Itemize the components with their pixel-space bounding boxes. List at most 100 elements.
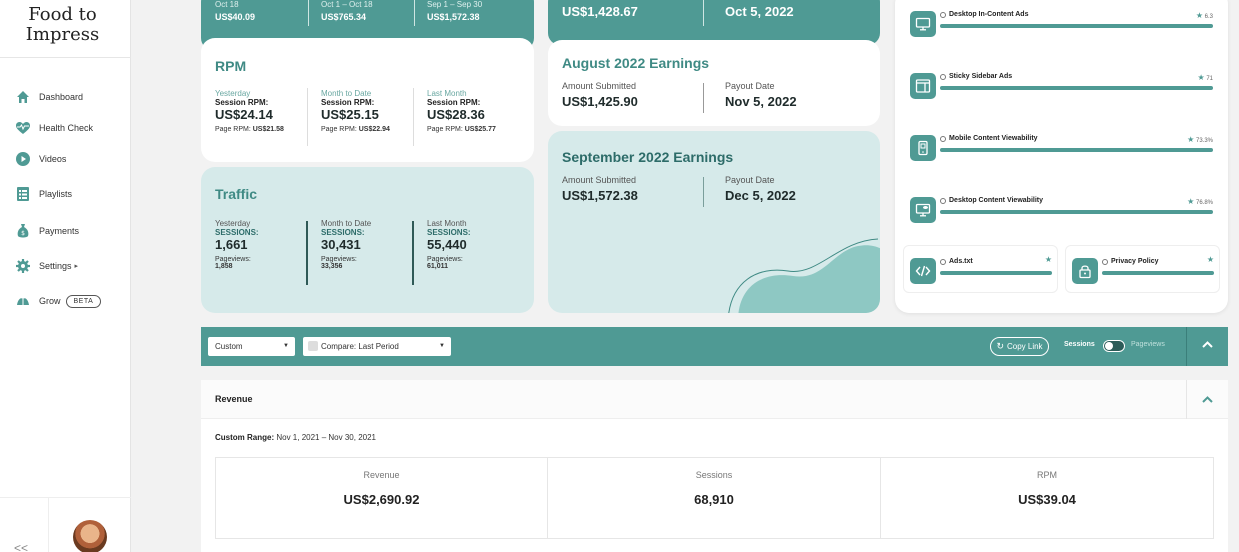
star-icon: ★: [1195, 11, 1203, 20]
checklist-item[interactable]: Mobile Content Viewability ★ 73.3%: [910, 135, 1213, 161]
sidebar-item-label: Videos: [39, 154, 67, 164]
pageviews-value: 61,011: [427, 263, 449, 270]
collapse-revenue-button[interactable]: [1201, 393, 1214, 411]
sidebar-item-settings[interactable]: Settings ▸: [15, 258, 78, 274]
sidebar-item-label: Playlists: [39, 189, 73, 199]
page-rpm-label: Page RPM:: [215, 126, 251, 133]
revenue-header[interactable]: Revenue: [201, 380, 1228, 419]
checklist-item[interactable]: Sticky Sidebar Ads ★ 71: [910, 73, 1213, 99]
checklist-item[interactable]: Ads.txt ★: [910, 255, 1052, 284]
metric-value: US$2,690.92: [343, 492, 420, 507]
session-rpm-label: Session RPM:: [215, 98, 269, 107]
payout-date-value: Nov 5, 2022: [725, 94, 797, 109]
page-rpm-label: Page RPM:: [321, 126, 357, 133]
pageviews-value: 33,356: [321, 263, 343, 270]
payout-date-value: Dec 5, 2022: [725, 188, 796, 203]
monitor-icon: [910, 11, 936, 37]
progress-bar: [1102, 271, 1214, 275]
logo-line-2: Impress: [25, 24, 100, 45]
sessions-pageviews-toggle[interactable]: [1103, 340, 1125, 352]
sidebar-item-grow[interactable]: Grow BETA: [15, 293, 102, 309]
revenue-section: Revenue Custom Range: Nov 1, 2021 – Nov …: [201, 380, 1228, 552]
sidebar: Food to Impress Dashboard Health Check V…: [0, 0, 131, 552]
date-range-select[interactable]: Custom ▼: [208, 337, 295, 356]
traffic-column: Month to Date SESSIONS: 30,431 Pageviews…: [321, 219, 371, 270]
page-rpm-label: Page RPM:: [427, 126, 463, 133]
checklist-item[interactable]: Desktop Content Viewability ★ 76.8%: [910, 197, 1213, 223]
checklist-item-label: Ads.txt: [949, 258, 973, 265]
divider: [0, 57, 131, 58]
report-toolbar: Custom ▼ Compare: Last Period ▼ ↻ Copy L…: [201, 327, 1228, 366]
metric-label: Revenue: [363, 470, 400, 480]
sidebar-item-playlists[interactable]: Playlists: [15, 186, 72, 202]
metric-card-rpm: RPM US$39.04: [880, 457, 1214, 539]
link-icon: ↻: [996, 341, 1004, 351]
decorative-wave: [728, 238, 880, 313]
period-label: Month to Date: [321, 89, 372, 98]
period-label: Last Month: [427, 219, 467, 228]
session-rpm-label: Session RPM:: [427, 98, 481, 107]
sessions-value: 1,661: [215, 237, 248, 252]
checklist-item[interactable]: Desktop In-Content Ads ★ 6.3: [910, 11, 1213, 37]
divider: [48, 497, 49, 552]
session-rpm-value: US$25.15: [321, 107, 379, 122]
card-title: August 2022 Earnings: [562, 55, 710, 71]
lock-icon: [1072, 258, 1098, 284]
sidebar-item-videos[interactable]: Videos: [15, 151, 66, 167]
collapse-sidebar-button[interactable]: <<: [14, 541, 29, 552]
session-rpm-value: US$28.36: [427, 107, 485, 122]
heart-pulse-icon: [16, 122, 30, 134]
sidebar-item-label: Settings: [39, 261, 72, 271]
pageviews-toggle-label: Pageviews: [1131, 341, 1165, 348]
color-swatch: [308, 341, 318, 351]
divider: [703, 83, 704, 113]
checklist-item-label: Sticky Sidebar Ads: [949, 73, 1013, 80]
pageviews-value: 1,858: [215, 263, 233, 270]
divider: [413, 88, 414, 146]
chevron-right-icon: ▸: [74, 263, 79, 270]
rpm-card: RPM Yesterday Session RPM: US$24.14 Page…: [201, 38, 534, 162]
copy-link-label: Copy Link: [1006, 342, 1043, 351]
custom-range: Custom Range: Nov 1, 2021 – Nov 30, 2021: [215, 433, 376, 442]
sessions-label: SESSIONS:: [427, 228, 471, 237]
chevron-up-icon: [1202, 341, 1213, 348]
metric-label: Sessions: [695, 470, 733, 480]
period-label: Month to Date: [321, 219, 372, 228]
amount-label: Amount Submitted: [562, 81, 637, 91]
status-radio: [940, 11, 946, 18]
site-logo[interactable]: Food to Impress: [0, 5, 125, 45]
range-label: Custom Range:: [215, 433, 275, 442]
copy-link-button[interactable]: ↻ Copy Link: [990, 337, 1049, 356]
sidebar-item-payments[interactable]: $ Payments: [15, 223, 79, 239]
page-rpm-value: US$22.94: [358, 126, 390, 133]
sidebar-item-dashboard[interactable]: Dashboard: [15, 89, 83, 105]
gear-icon: [16, 259, 30, 273]
metric-card-revenue: Revenue US$2,690.92: [215, 457, 548, 539]
collapse-toolbar-button[interactable]: [1201, 338, 1214, 354]
star-icon: ★: [1187, 135, 1195, 144]
metric-value: US$39.04: [1018, 492, 1076, 507]
caret-down-icon: ▼: [439, 343, 445, 349]
metric-value: 68,910: [694, 492, 734, 507]
period-label: Sep 1 – Sep 30: [427, 0, 483, 9]
rpm-column: Last Month Session RPM: US$28.36 Page RP…: [427, 89, 496, 133]
status-radio: [940, 258, 946, 265]
payout-date-value: Oct 5, 2022: [725, 4, 794, 19]
checklist-item[interactable]: Privacy Policy ★: [1072, 255, 1214, 284]
checklist-item-label: Desktop Content Viewability: [949, 197, 1043, 204]
star-icon: ★: [1044, 255, 1052, 264]
section-title: Revenue: [215, 394, 253, 404]
checklist-item-label: Mobile Content Viewability: [949, 135, 1038, 142]
traffic-column: Last Month SESSIONS: 55,440 Pageviews: 6…: [427, 219, 471, 270]
september-earnings-card: September 2022 Earnings Amount Submitted…: [548, 131, 880, 313]
play-circle-icon: [16, 152, 30, 166]
period-label: Yesterday: [215, 219, 251, 228]
sidebar-item-health-check[interactable]: Health Check: [15, 120, 93, 136]
period-label: Oct 1 – Oct 18: [321, 0, 373, 9]
divider: [0, 497, 131, 498]
avatar[interactable]: [73, 520, 107, 552]
divider: [306, 221, 308, 285]
sidebar-item-label: Health Check: [39, 123, 94, 133]
progress-bar: [940, 271, 1052, 275]
compare-select[interactable]: Compare: Last Period ▼: [303, 337, 451, 356]
